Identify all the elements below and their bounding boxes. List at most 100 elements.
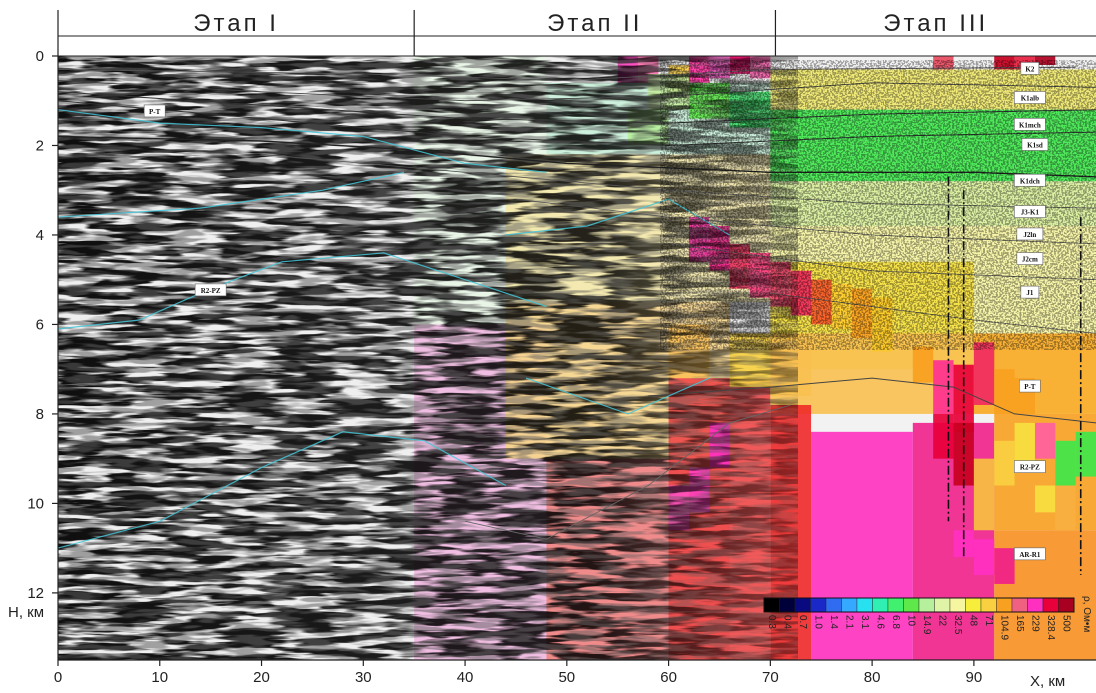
colorbar-tick-label: 104.9: [999, 615, 1010, 640]
colorbar-tick-label: 4.6: [875, 615, 886, 629]
y-tick-label: 2: [36, 137, 44, 154]
stage-label: Этап II: [547, 10, 642, 37]
x-tick-label: 90: [966, 669, 983, 686]
colorbar-tick-label: 165: [1014, 615, 1025, 632]
colorbar-swatch: [1027, 597, 1044, 613]
layer-label: J2cm: [1016, 252, 1044, 265]
colorbar-swatch: [856, 597, 873, 613]
x-tick-label: 50: [558, 669, 575, 686]
colorbar-unit-label: ρ, Ом•м: [1081, 596, 1092, 632]
sediment-dot-texture: [660, 60, 1096, 350]
colorbar-tick-label: 6.8: [890, 615, 901, 629]
fault-lines: [947, 176, 1082, 575]
x-axis-title: X, км: [1030, 673, 1065, 690]
y-tick-label: 0: [36, 48, 44, 65]
colorbar-swatch: [841, 597, 858, 613]
colorbar-swatch: [903, 597, 920, 613]
layer-label: K1sd: [1021, 138, 1049, 151]
svg-text:P-T: P-T: [1024, 383, 1036, 391]
x-tick-label: 20: [253, 669, 270, 686]
colorbar-tick-label: 229: [1030, 615, 1041, 632]
colorbar-swatch: [949, 597, 966, 613]
stage-label: Этап III: [883, 10, 988, 37]
colorbar-tick-label: 500: [1061, 615, 1072, 632]
colorbar-swatch: [794, 597, 811, 613]
colorbar-tick-label: 0.4: [782, 615, 793, 629]
layer-label: K1alb: [1014, 91, 1046, 104]
colorbar-swatch: [918, 597, 935, 613]
colorbar-tick-label: 1.4: [828, 615, 839, 629]
svg-text:J2cm: J2cm: [1022, 256, 1038, 264]
axes: 0 2 4 6 8 10 12 0 10 20 30 40 50 60 70 80 90: [27, 48, 1096, 686]
colorbar-tick-label: 1.0: [813, 615, 824, 629]
svg-text:J2ln: J2ln: [1023, 231, 1036, 239]
svg-text:R2-PZ: R2-PZ: [201, 287, 221, 295]
colorbar-tick-label: 0.7: [797, 615, 808, 629]
layer-label: K2: [1020, 62, 1040, 75]
colorbar-swatch: [825, 597, 842, 613]
x-tick-label: 40: [457, 669, 474, 686]
y-tick-label: 12: [27, 585, 44, 602]
colorbar-swatch: [996, 597, 1013, 613]
colorbar-swatch: [1042, 597, 1059, 613]
colorbar-tick-label: 0.3: [766, 615, 777, 629]
layer-label: J1: [1020, 285, 1040, 299]
colorbar-tick-label: 3.1: [859, 615, 870, 629]
x-tick-label: 10: [151, 669, 168, 686]
svg-text:J1: J1: [1026, 289, 1034, 297]
layer-label: J3-K1: [1014, 205, 1046, 218]
x-tick-label: 80: [864, 669, 881, 686]
y-tick-label: 8: [36, 406, 44, 423]
svg-text:R2-PZ: R2-PZ: [1020, 464, 1040, 472]
layer-label: P-T: [1019, 379, 1041, 393]
colorbar-swatch: [810, 597, 827, 613]
plot-area: K2 K1alb K1mch K1sd K1dch J3-K1 J2ln J2cm J1 P-T P…: [58, 56, 1096, 660]
colorbar-frame: [763, 597, 1075, 613]
layer-label: J2ln: [1016, 227, 1044, 241]
y-axis-title: H, км: [8, 604, 44, 621]
colorbar-swatch: [887, 597, 904, 613]
colorbar-tick-label: 328.4: [1045, 615, 1056, 640]
colorbar-swatch: [1011, 597, 1028, 613]
colorbar-swatch: [763, 597, 780, 613]
x-tick-label: 30: [355, 669, 372, 686]
colorbar-swatch: [934, 597, 951, 613]
stage-header: Этап I Этап II Этап III: [57, 10, 1096, 56]
x-tick-label: 60: [660, 669, 677, 686]
svg-text:P-T: P-T: [149, 108, 161, 116]
svg-text:J3-K1: J3-K1: [1021, 209, 1040, 217]
svg-text:K1dch: K1dch: [1020, 177, 1040, 185]
colorbar-swatch: [872, 597, 889, 613]
layer-label: K1dch: [1014, 173, 1046, 187]
layer-labels: K2 K1alb K1mch K1sd K1dch J3-K1 J2ln J2cm J1 P-T P…: [143, 62, 1049, 561]
svg-text:AR-R1: AR-R1: [1019, 551, 1040, 559]
colorbar-tick-label: 22: [937, 615, 948, 627]
stage-label: Этап I: [193, 10, 279, 37]
colorbar: 0.3 0.4 0.7 1.0 1.4 2.1 3.1 4.6 6.8 10 14.9 22 32.5 4…: [763, 596, 1092, 640]
colorbar-swatch: [980, 597, 997, 613]
svg-text:K1alb: K1alb: [1021, 95, 1039, 103]
colorbar-tick-label: 48: [968, 615, 979, 627]
colorbar-tick-label: 14.9: [921, 615, 932, 635]
layer-label: R2-PZ: [1014, 460, 1046, 473]
layer-label: P-T: [143, 104, 166, 118]
colorbar-swatch: [1058, 597, 1075, 613]
x-tick-label: 70: [762, 669, 779, 686]
svg-text:K1sd: K1sd: [1027, 141, 1043, 149]
x-tick-label: 0: [54, 669, 62, 686]
colorbar-swatch: [965, 597, 982, 613]
colorbar-tick-label: 32.5: [952, 615, 963, 635]
layer-label: AR-R1: [1014, 547, 1046, 561]
layer-label: K1mch: [1014, 118, 1046, 131]
svg-text:K1mch: K1mch: [1019, 121, 1041, 129]
y-tick-label: 10: [27, 495, 44, 512]
layer-label: R2-PZ: [194, 283, 227, 297]
colorbar-swatch: [779, 597, 796, 613]
colorbar-tick-label: 71: [983, 615, 994, 627]
colorbar-tick-label: 10: [906, 615, 917, 627]
colorbar-tick-label: 2.1: [844, 615, 855, 629]
y-tick-label: 6: [36, 316, 44, 333]
svg-text:K2: K2: [1025, 65, 1034, 73]
y-tick-label: 4: [36, 227, 44, 244]
